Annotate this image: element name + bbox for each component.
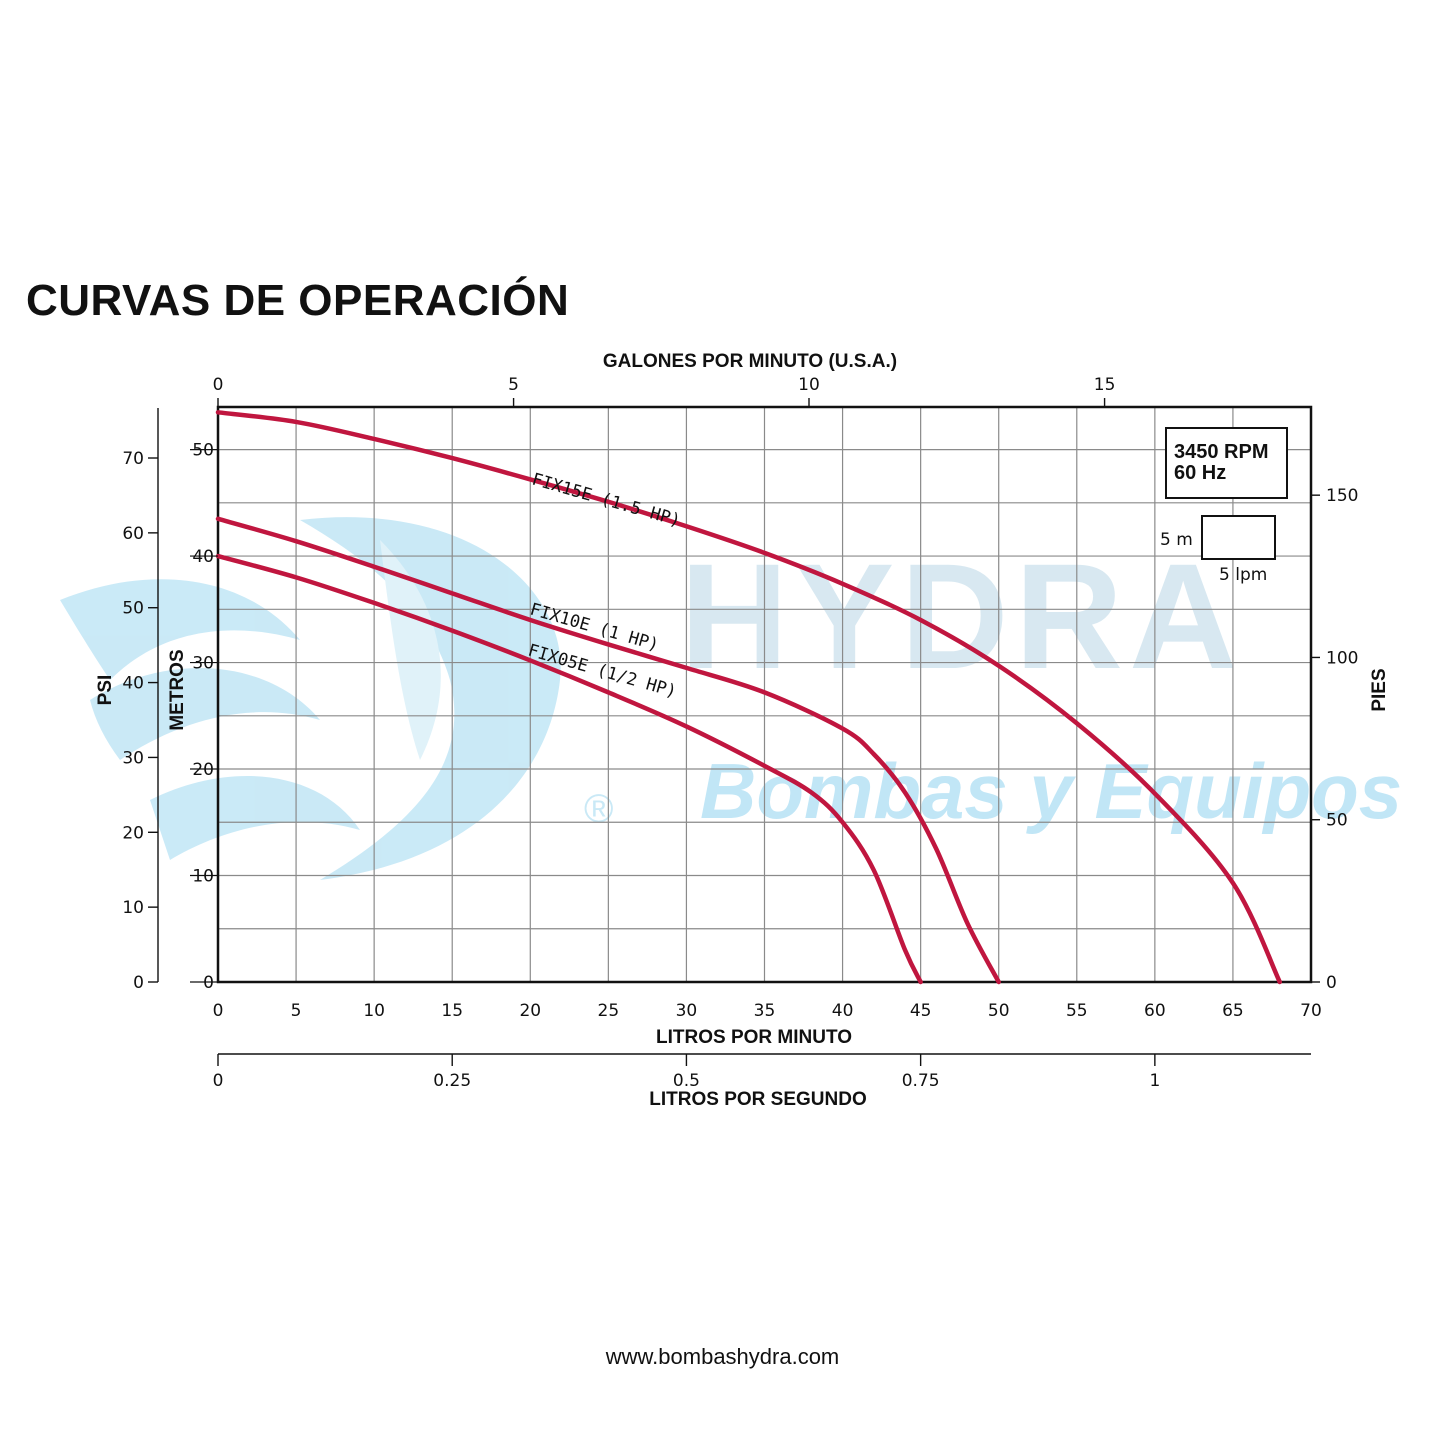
brand-watermark: HYDRA Bombas y Equipos ® xyxy=(60,517,1402,880)
bottom-axis-tick-label: 0.5 xyxy=(673,1071,700,1091)
x-tick-label: 5 xyxy=(291,1001,302,1021)
top-axis-tick-label: 15 xyxy=(1094,375,1116,395)
rpm-info-box xyxy=(1165,427,1288,499)
x-tick-label: 60 xyxy=(1144,1001,1166,1021)
series-line-3 xyxy=(215,553,923,985)
x-tick-label: 0 xyxy=(213,1001,224,1021)
watermark-wave-shape xyxy=(380,540,441,760)
top-axis-tick-label: 10 xyxy=(798,375,820,395)
pies-tick-label: 50 xyxy=(1326,811,1348,831)
x-tick-label: 50 xyxy=(988,1001,1010,1021)
top-axis-title: GALONES POR MINUTO (U.S.A.) xyxy=(603,351,897,372)
plot-frame xyxy=(216,405,1313,984)
x-tick-label: 10 xyxy=(363,1001,385,1021)
x-tick-label: 35 xyxy=(754,1001,776,1021)
bottom-axis-tick-label: 0.75 xyxy=(902,1071,940,1091)
x-tick-label: 40 xyxy=(832,1001,854,1021)
pies-tick-label: 0 xyxy=(1326,973,1337,993)
watermark-tagline: Bombas y Equipos xyxy=(700,747,1402,835)
top-axis-tick-label: 0 xyxy=(213,375,224,395)
y-tick-label: 40 xyxy=(192,547,214,567)
x-tick-label: 65 xyxy=(1222,1001,1244,1021)
x-tick-label: 20 xyxy=(519,1001,541,1021)
psi-tick-label: 10 xyxy=(122,898,144,918)
footer-url: www.bombashydra.com xyxy=(605,1344,840,1369)
series-label-fix15e: FIX15E (1.5 HP) xyxy=(530,470,683,532)
y-tick-label: 50 xyxy=(192,441,214,461)
psi-tick-label: 0 xyxy=(133,973,144,993)
pies-tick-label: 100 xyxy=(1326,648,1358,668)
scale-height-label: 5 m xyxy=(1160,530,1193,550)
watermark-wave-shape xyxy=(150,776,360,860)
bottom-axis-title: LITROS POR SEGUNDO xyxy=(649,1089,866,1110)
y-tick-label: 20 xyxy=(192,760,214,780)
watermark-wave-shape xyxy=(60,579,300,680)
curves xyxy=(215,410,1283,985)
bottom-axis-tick-label: 1 xyxy=(1149,1071,1160,1091)
page-title: CURVAS DE OPERACIÓN xyxy=(26,276,570,325)
top-axis-tick-label: 5 xyxy=(508,375,519,395)
bottom-axis-tick-label: 0.25 xyxy=(433,1071,471,1091)
psi-tick-label: 40 xyxy=(122,674,144,694)
scale-width-label: 5 lpm xyxy=(1219,565,1267,585)
y-tick-label: 30 xyxy=(192,654,214,674)
watermark-registered: ® xyxy=(584,787,613,831)
rpm-label: 3450 RPM xyxy=(1174,441,1269,463)
scale-box xyxy=(1201,515,1276,560)
watermark-brand: HYDRA xyxy=(680,532,1243,700)
left-axis-title: PSI xyxy=(95,675,116,706)
x-tick-label: 70 xyxy=(1300,1001,1322,1021)
series-line-2 xyxy=(215,516,1001,985)
watermark-wave-shape xyxy=(90,667,320,760)
x-tick-label: 55 xyxy=(1066,1001,1088,1021)
y-tick-label: 10 xyxy=(192,867,214,887)
psi-tick-label: 20 xyxy=(122,823,144,843)
x-tick-label: 25 xyxy=(598,1001,620,1021)
psi-tick-label: 30 xyxy=(122,748,144,768)
x-axis-title: LITROS POR MINUTO xyxy=(656,1027,852,1048)
psi-tick-label: 60 xyxy=(122,524,144,544)
hz-label: 60 Hz xyxy=(1174,462,1226,484)
y-axis-title: METROS xyxy=(167,649,188,730)
x-tick-label: 30 xyxy=(676,1001,698,1021)
right-axis-title: PIES xyxy=(1369,668,1390,711)
series-line-1 xyxy=(215,410,1283,985)
psi-tick-label: 50 xyxy=(122,599,144,619)
pies-tick-label: 150 xyxy=(1326,486,1358,506)
psi-tick-label: 70 xyxy=(122,449,144,469)
y-tick-label: 0 xyxy=(203,973,214,993)
tick-labels: 0 5 10 15 20 25 30 35 40 45 50 55 60 65 70010203040500… xyxy=(122,375,1358,1091)
x-tick-label: 45 xyxy=(910,1001,932,1021)
x-tick-label: 15 xyxy=(441,1001,463,1021)
bottom-axis-tick-label: 0 xyxy=(213,1071,224,1091)
